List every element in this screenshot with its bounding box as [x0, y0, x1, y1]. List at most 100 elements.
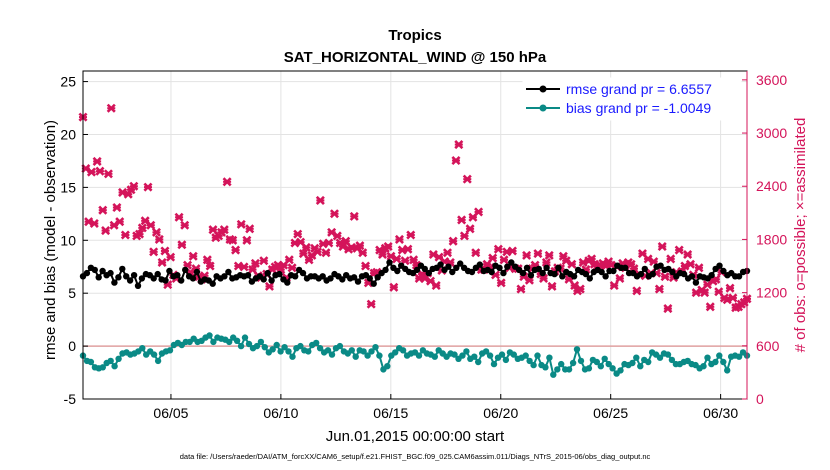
bias-point	[257, 338, 265, 346]
rmse-point	[119, 265, 126, 273]
bias-point	[605, 360, 612, 368]
obs-point	[674, 245, 684, 255]
bias-point	[336, 342, 344, 350]
rmse-point	[366, 275, 373, 282]
bias-point	[277, 348, 284, 355]
rmse-point	[284, 279, 291, 286]
bias-point	[111, 363, 118, 370]
obs-point	[332, 231, 342, 241]
obs-point	[134, 229, 145, 239]
bias-point	[87, 358, 95, 366]
rmse-point	[126, 277, 134, 284]
rmse-point	[264, 269, 271, 277]
rmse-point	[115, 274, 122, 281]
obs-point	[103, 169, 113, 179]
obs-point	[219, 225, 229, 235]
rmse-point	[598, 268, 605, 276]
bias-point	[530, 361, 537, 369]
y2-axis-label: # of obs: o=possible; ×=assimilated	[792, 118, 809, 353]
obs-point	[106, 103, 116, 113]
y2-tick-label: 1800	[756, 231, 787, 247]
bias-point	[285, 348, 292, 355]
bias-point	[253, 342, 261, 350]
obs-point	[98, 205, 108, 215]
obs-point	[149, 247, 159, 257]
obs-point	[120, 230, 130, 240]
rmse-point	[519, 269, 527, 277]
obs-point	[143, 182, 153, 192]
obs-point	[451, 156, 461, 166]
obs-point	[632, 286, 642, 296]
y-tick-label: 10	[60, 232, 76, 248]
obs-point	[236, 219, 246, 229]
rmse-point	[500, 269, 507, 277]
rmse-point	[488, 268, 495, 276]
bias-point	[324, 347, 332, 354]
rmse-point	[178, 277, 185, 284]
bias-point	[482, 348, 490, 355]
y2-tick-label: 3000	[756, 125, 787, 141]
x-tick-label: 06/05	[153, 405, 188, 421]
rmse-point	[209, 280, 216, 287]
rmse-point	[370, 280, 377, 287]
obs-point	[358, 248, 368, 258]
chart-title: Tropics	[388, 27, 441, 44]
rmse-point	[586, 275, 593, 282]
bias-point	[534, 352, 541, 359]
bias-point	[637, 363, 644, 370]
y2-tick-label: 2400	[756, 178, 787, 194]
bias-point	[237, 342, 245, 350]
rmse-point	[657, 262, 664, 269]
rmse-point	[292, 273, 299, 280]
rmse-point	[350, 274, 358, 281]
obs-point	[177, 240, 187, 250]
obs-point	[228, 235, 238, 245]
obs-point	[448, 236, 458, 246]
bias-point	[415, 352, 423, 359]
obs-point	[403, 244, 413, 254]
obs-point	[465, 224, 475, 234]
rmse-point	[244, 272, 252, 279]
rmse-series	[79, 259, 751, 289]
rmse-point	[622, 264, 629, 271]
rmse-point	[182, 266, 189, 274]
bias-point	[554, 366, 561, 373]
bias-point	[241, 334, 249, 341]
bias-point	[392, 349, 399, 356]
bias-point	[261, 344, 268, 351]
x-tick-label: 06/10	[263, 405, 298, 421]
obs-point	[663, 304, 673, 314]
bias-point	[115, 355, 122, 362]
bias-point	[297, 342, 304, 350]
legend-box	[522, 77, 742, 121]
y-tick-label: 0	[68, 338, 76, 354]
rmse-point	[457, 260, 464, 267]
bias-point	[569, 359, 577, 367]
obs-point	[180, 220, 190, 230]
y-axis-label: rmse and bias (model - observation)	[42, 120, 59, 360]
bias-point	[704, 354, 711, 361]
obs-point	[488, 253, 498, 263]
y-tick-label: -5	[64, 391, 77, 407]
bias-point	[471, 353, 478, 360]
bias-point	[399, 347, 407, 354]
obs-point	[389, 282, 399, 292]
obs-point	[129, 181, 139, 191]
obs-point	[264, 281, 275, 291]
obs-point	[683, 249, 693, 260]
rmse-point	[413, 266, 421, 274]
obs-point	[516, 284, 526, 294]
bias-point	[459, 352, 466, 359]
bias-point	[154, 357, 162, 365]
rmse-point	[669, 268, 676, 276]
obs-point	[284, 255, 294, 265]
obs-point	[361, 261, 371, 271]
obs-point	[462, 174, 472, 184]
rmse-point	[394, 267, 401, 275]
rmse-point	[637, 270, 645, 278]
bias-point	[372, 344, 379, 351]
x-axis-label: Jun.01,2015 00:00:00 start	[326, 428, 505, 445]
rmse-point	[649, 270, 656, 278]
obs-point	[533, 249, 543, 259]
